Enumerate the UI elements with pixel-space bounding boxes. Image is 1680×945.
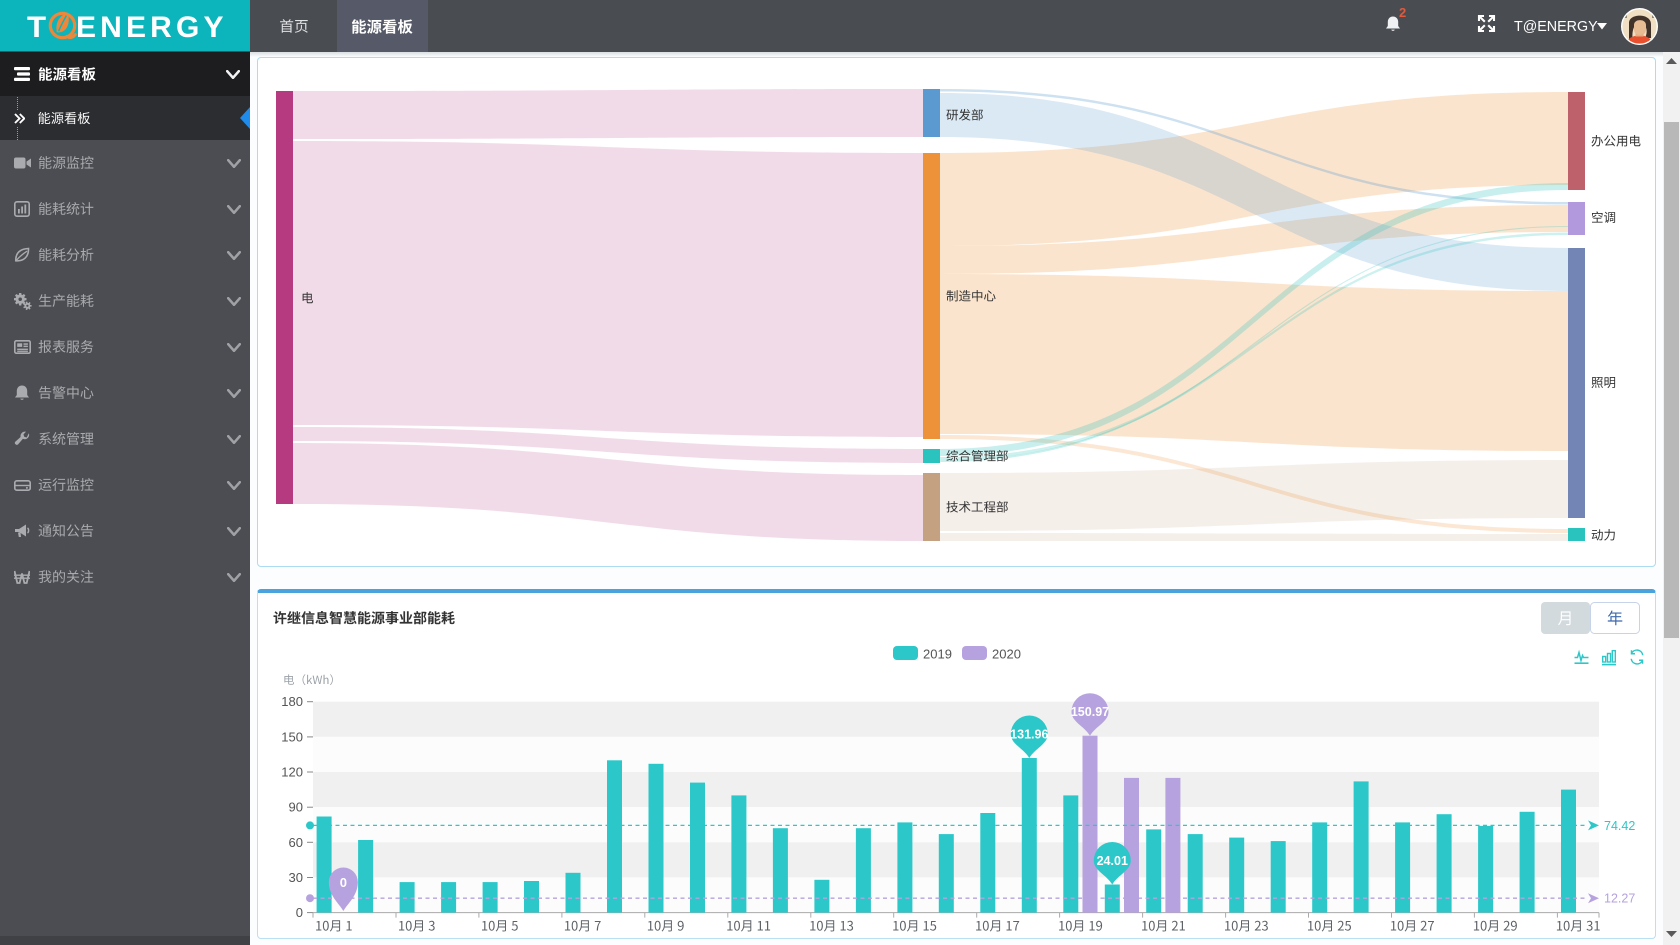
- svg-text:0: 0: [340, 875, 347, 890]
- svg-text:2019: 2019: [923, 647, 952, 662]
- svg-text:24.01: 24.01: [1097, 854, 1128, 868]
- svg-text:ENERGY: ENERGY: [76, 11, 224, 44]
- svg-text:120: 120: [281, 765, 303, 780]
- svg-text:180: 180: [281, 694, 303, 709]
- svg-text:90: 90: [289, 800, 303, 815]
- svg-text:60: 60: [289, 835, 303, 850]
- svg-text:2020: 2020: [992, 647, 1021, 662]
- svg-text:12.27: 12.27: [1604, 892, 1635, 906]
- svg-text:30: 30: [289, 870, 303, 885]
- svg-text:0: 0: [296, 905, 303, 920]
- svg-text:131.96: 131.96: [1010, 727, 1048, 741]
- svg-text:74.42: 74.42: [1604, 819, 1635, 833]
- svg-text:T: T: [27, 11, 47, 44]
- svg-text:150: 150: [281, 729, 303, 744]
- svg-text:150.97: 150.97: [1071, 705, 1109, 719]
